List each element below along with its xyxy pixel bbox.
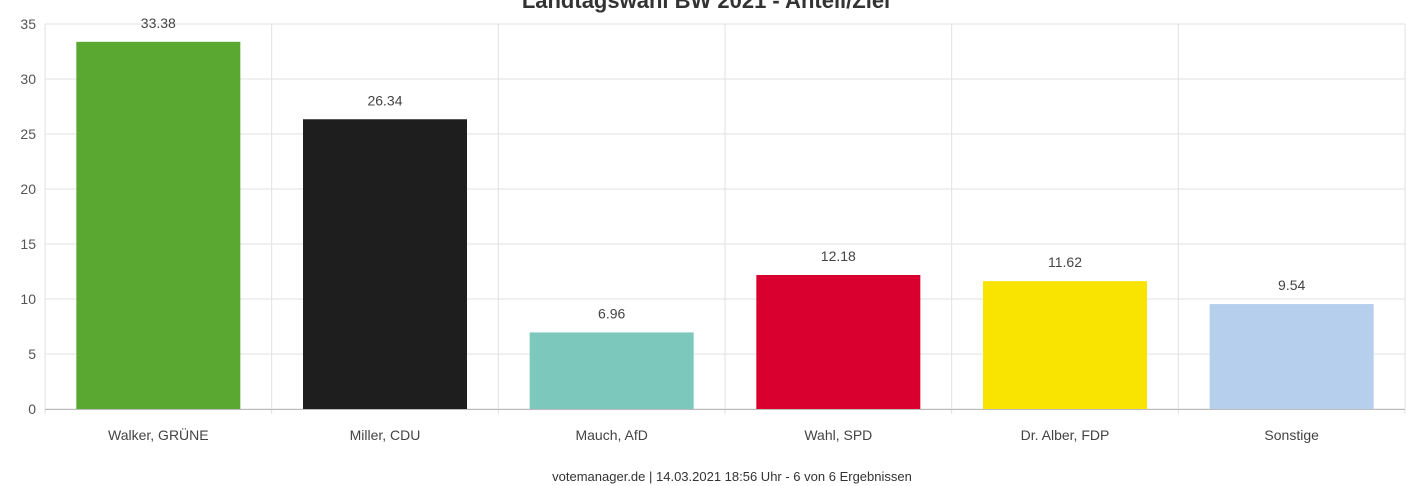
source-footer: votemanager.de | 14.03.2021 18:56 Uhr - … [552,469,912,484]
x-tick-label: Mauch, AfD [575,427,647,443]
y-tick-label: 30 [20,71,36,87]
bar [303,119,467,409]
data-label: 12.18 [821,248,856,264]
y-tick-label: 20 [20,181,36,197]
y-tick-label: 10 [20,291,36,307]
y-tick-label: 0 [28,401,36,417]
bar-series: 33.38 26.34 6.96 12.18 11.62 9.54 [76,15,1374,409]
y-tick-label: 15 [20,236,36,252]
bar [1209,304,1374,409]
bar [983,281,1147,409]
chart-title: Landtagswahl BW 2021 - Anteil/Ziel [522,0,890,13]
x-tick-label: Dr. Alber, FDP [1021,427,1110,443]
data-label: 9.54 [1278,277,1305,293]
x-axis: Walker, GRÜNE Miller, CDU Mauch, AfD Wahl, … [45,409,1405,443]
data-label: 33.38 [141,15,176,31]
y-tick-label: 5 [28,346,36,362]
x-tick-label: Miller, CDU [350,427,421,443]
y-tick-label: 25 [20,126,36,142]
x-tick-label: Wahl, SPD [804,427,872,443]
bar [529,332,694,409]
bar [76,41,241,409]
x-tick-label: Walker, GRÜNE [108,426,209,443]
chart-grid [44,23,1406,414]
x-tick-label: Sonstige [1264,427,1319,443]
data-label: 11.62 [1048,254,1082,270]
data-label: 26.34 [367,92,402,108]
data-label: 6.96 [598,305,625,321]
y-axis: 0 5 10 15 20 25 30 35 [20,16,36,417]
y-tick-label: 35 [20,16,36,32]
bar [756,275,921,409]
